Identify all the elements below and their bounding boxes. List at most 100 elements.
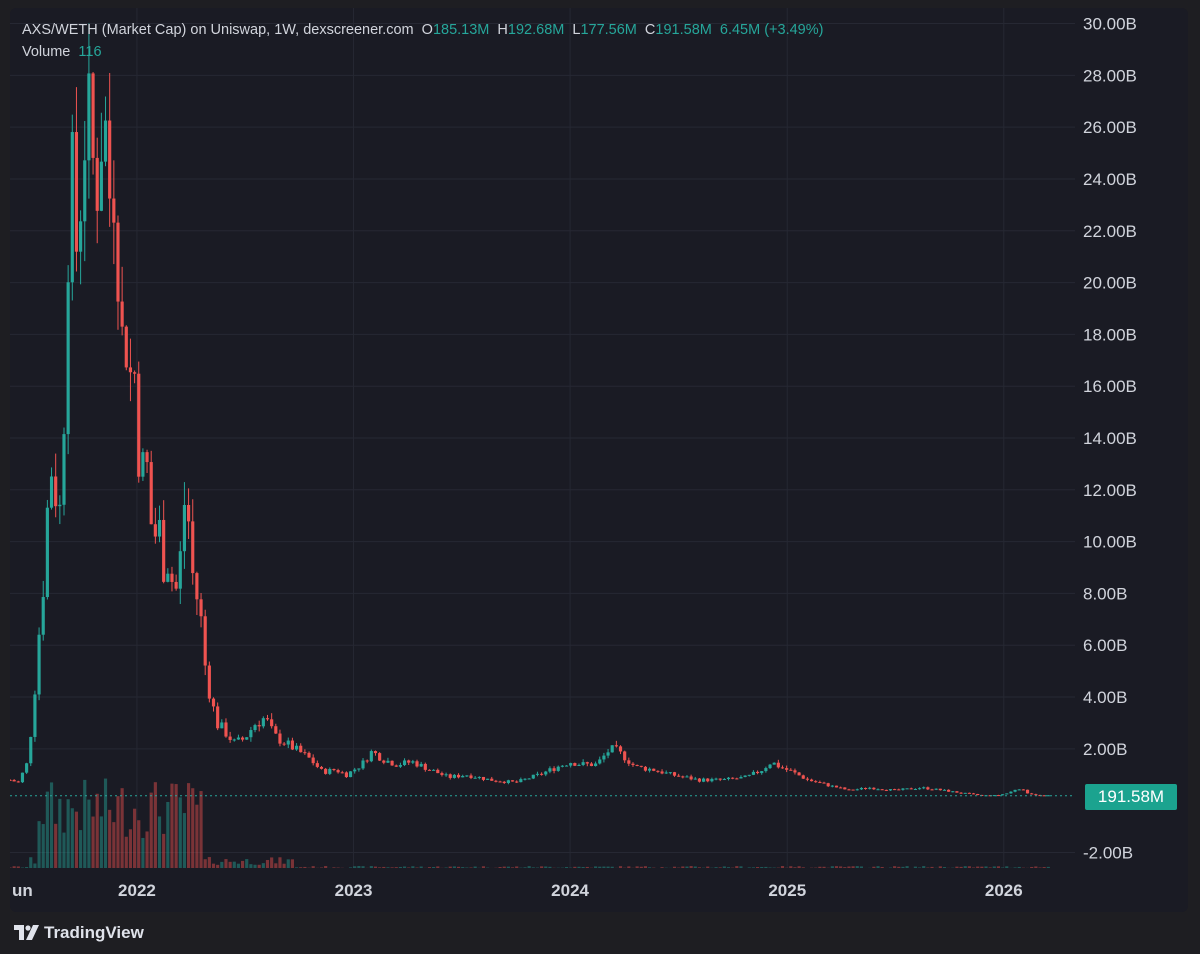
candle-body xyxy=(971,793,976,795)
candle-body xyxy=(1038,795,1042,797)
volume-bar xyxy=(187,783,191,868)
volume-bar xyxy=(224,859,228,868)
volume-bar xyxy=(407,867,411,868)
volume-bar xyxy=(91,816,95,868)
candle-body xyxy=(859,787,863,790)
candle-body xyxy=(519,779,523,783)
candle-body xyxy=(502,781,506,783)
candle-body xyxy=(58,504,62,507)
candle-body xyxy=(1021,789,1025,791)
candle-body xyxy=(976,794,980,796)
candle-body xyxy=(195,573,199,600)
chart-canvas[interactable]: 30.00B 28.00B 26.00B 24.00B 22.00B 20.00B 18.0… xyxy=(10,8,1188,912)
candle-body xyxy=(456,774,461,778)
y-tick-label: 12.00B xyxy=(1083,481,1137,500)
candle-body xyxy=(801,775,805,779)
volume-bar xyxy=(876,866,880,868)
brand-name: TradingView xyxy=(44,923,144,942)
candle-body xyxy=(87,73,91,161)
volume-bar xyxy=(797,866,801,868)
candle-body xyxy=(681,776,685,778)
volume-bar xyxy=(249,864,253,868)
candle-body xyxy=(153,524,157,537)
candle-body xyxy=(373,751,378,754)
candle-body xyxy=(369,751,373,762)
candle-body xyxy=(116,222,120,302)
candle-body xyxy=(631,763,635,765)
candle-body xyxy=(407,760,411,763)
volume-bar xyxy=(959,866,963,868)
volume-bar xyxy=(128,829,133,868)
candle-body xyxy=(660,771,664,774)
volume-bar xyxy=(216,864,220,868)
tradingview-logo[interactable]: TradingView xyxy=(14,920,144,946)
volume-bar xyxy=(992,866,996,868)
candle-body xyxy=(710,778,714,782)
candle-body xyxy=(880,789,884,791)
candle-body xyxy=(286,740,290,745)
volume-bar xyxy=(357,866,361,868)
candle-body xyxy=(452,774,456,778)
volume-bar xyxy=(735,866,739,868)
candle-body xyxy=(888,789,893,791)
volume-bar xyxy=(282,863,286,868)
candle-body xyxy=(365,760,369,762)
volume-bar xyxy=(324,866,328,868)
candle-body xyxy=(1013,789,1017,792)
volume-bar xyxy=(548,866,552,868)
candle-body xyxy=(614,745,618,747)
candle-body xyxy=(689,776,693,780)
candle-body xyxy=(278,733,282,744)
volume-bar xyxy=(706,866,710,868)
volume-bar xyxy=(481,866,486,868)
y-axis[interactable]: 30.00B 28.00B 26.00B 24.00B 22.00B 20.00B 18.0… xyxy=(1083,15,1137,863)
x-tick-label: 2023 xyxy=(335,881,373,900)
volume-bar xyxy=(456,866,461,868)
volume-bar xyxy=(369,866,373,868)
volume-bar xyxy=(120,788,124,868)
volume-bar xyxy=(228,861,232,868)
volume-bar xyxy=(103,778,108,868)
candle-body xyxy=(83,160,87,222)
candle-body xyxy=(216,706,220,729)
volume-bar xyxy=(938,866,942,868)
volume-bar xyxy=(872,866,876,868)
volume-bar xyxy=(29,857,33,868)
volume-bar xyxy=(378,867,382,868)
volume-bar xyxy=(124,836,128,868)
volume-bar xyxy=(299,867,303,868)
candle-body xyxy=(722,779,726,781)
candle-body xyxy=(697,778,702,782)
volume-bar xyxy=(452,866,456,868)
candle-body xyxy=(265,718,270,720)
volume-bar xyxy=(1034,866,1038,868)
candle-body xyxy=(510,780,515,782)
y-tick-label: 24.00B xyxy=(1083,170,1137,189)
volume-bar xyxy=(182,813,187,868)
x-axis[interactable]: un 2022 2023 2024 2025 2026 xyxy=(12,881,1023,900)
volume-bar xyxy=(141,837,145,868)
volume-bar xyxy=(714,867,718,868)
volume-bar xyxy=(427,867,432,868)
volume-bar xyxy=(83,779,87,868)
candle-body xyxy=(79,221,83,252)
y-tick-label: 30.00B xyxy=(1083,15,1137,34)
volume-bar xyxy=(822,866,826,868)
volume-bar xyxy=(922,866,926,868)
volume-bar xyxy=(348,867,353,868)
candle-body xyxy=(751,771,756,775)
candle-body xyxy=(415,761,419,767)
volume-bar xyxy=(693,866,697,868)
candle-body xyxy=(664,772,668,774)
candle-body xyxy=(702,778,706,782)
candle-body xyxy=(340,772,344,774)
chart-frame[interactable]: 30.00B 28.00B 26.00B 24.00B 22.00B 20.00B 18.0… xyxy=(10,8,1188,912)
volume-bar xyxy=(980,866,984,868)
candle-body xyxy=(552,768,556,771)
candle-body xyxy=(108,120,112,199)
candle-body xyxy=(527,778,531,780)
candle-body xyxy=(618,746,623,752)
candle-body xyxy=(913,789,917,791)
candle-body xyxy=(648,768,652,771)
volume-bar xyxy=(540,866,544,868)
